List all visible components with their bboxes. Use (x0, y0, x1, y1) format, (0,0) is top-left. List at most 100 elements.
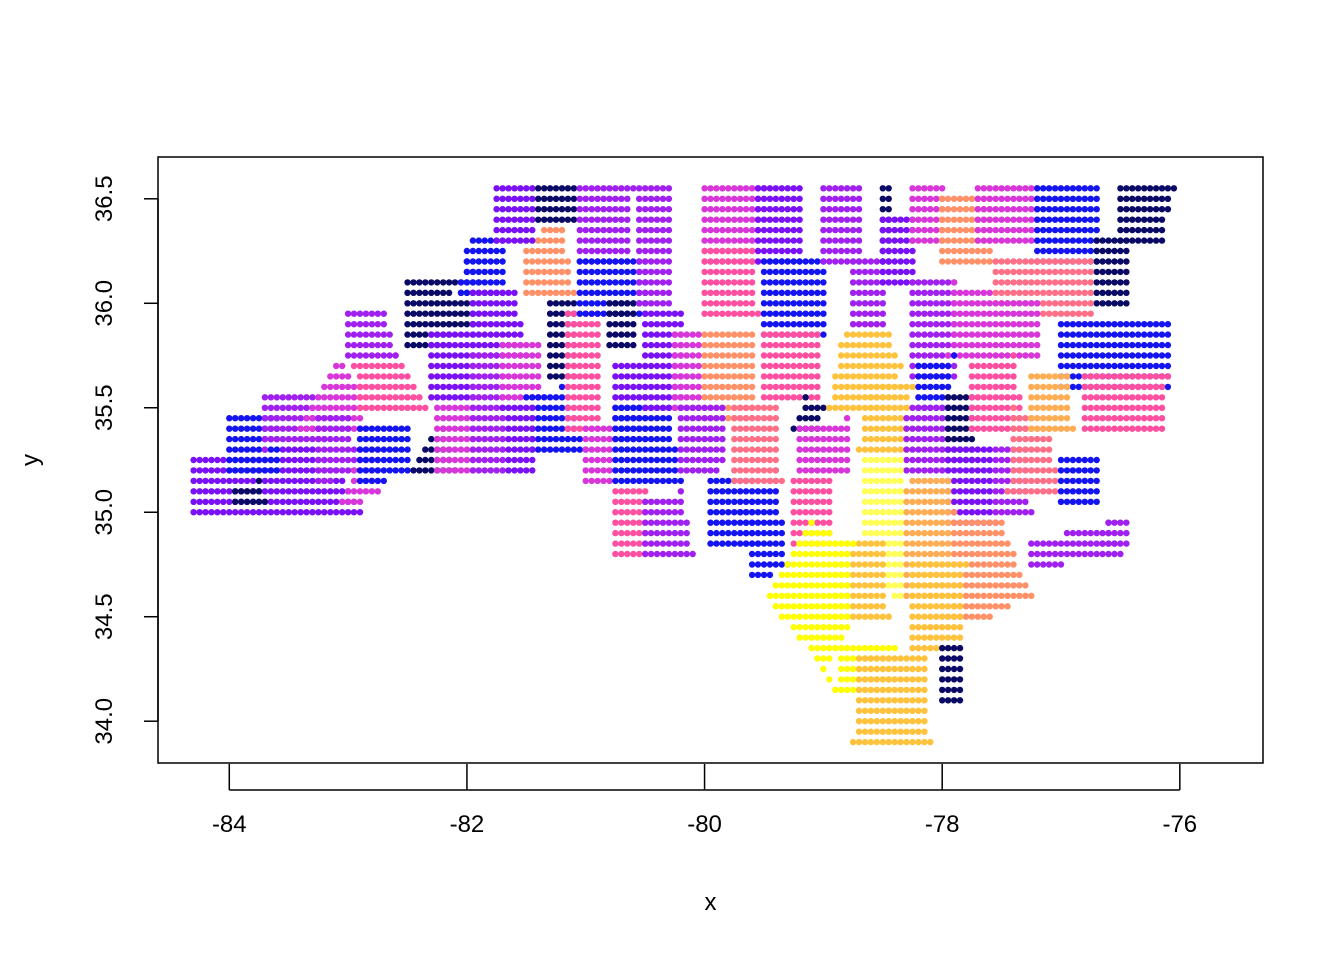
data-point (1111, 362, 1118, 370)
data-point (659, 247, 667, 255)
data-point (1075, 300, 1083, 307)
data-point (410, 289, 417, 296)
data-point (404, 321, 411, 328)
data-point (303, 456, 310, 464)
data-point (737, 394, 744, 401)
data-point (956, 603, 964, 610)
data-point (962, 352, 970, 359)
data-point (867, 373, 875, 380)
data-point (784, 321, 791, 328)
data-point (742, 519, 750, 526)
data-point (891, 394, 898, 401)
data-point (1069, 529, 1077, 537)
data-point (1129, 373, 1136, 380)
data-point (838, 603, 845, 610)
data-point (933, 477, 940, 485)
data-point (1010, 206, 1017, 213)
data-point (576, 279, 583, 286)
data-point (683, 446, 690, 453)
data-point (760, 206, 768, 213)
data-point (493, 195, 500, 202)
data-point (1016, 195, 1023, 202)
data-point (451, 331, 459, 338)
data-point (1129, 206, 1136, 213)
data-point (1111, 373, 1118, 380)
data-point (766, 592, 774, 599)
data-point (742, 352, 750, 359)
data-point (689, 331, 696, 338)
data-point (327, 404, 334, 411)
data-point (647, 529, 655, 537)
data-point (469, 258, 477, 265)
data-point (968, 321, 976, 328)
data-point (766, 373, 774, 380)
data-point (915, 634, 922, 641)
data-point (998, 550, 1005, 558)
data-point (671, 446, 679, 453)
data-point (279, 435, 286, 443)
data-point (1081, 321, 1089, 328)
data-point (1004, 341, 1011, 349)
data-point (576, 247, 583, 255)
data-point (445, 331, 453, 338)
data-point (1111, 404, 1118, 411)
data-point (962, 425, 970, 432)
data-point (737, 467, 744, 474)
data-point (790, 279, 797, 286)
data-point (1045, 373, 1053, 380)
data-point (451, 373, 459, 380)
data-point (642, 331, 649, 338)
data-point (291, 498, 298, 505)
data-point (814, 624, 821, 631)
data-point (642, 216, 649, 223)
data-point (630, 258, 637, 265)
data-point (487, 446, 494, 453)
data-point (190, 509, 197, 516)
data-point (677, 529, 684, 537)
data-point (796, 185, 803, 192)
data-point (915, 498, 922, 505)
data-point (606, 206, 613, 213)
data-point (255, 435, 263, 443)
data-point (505, 404, 512, 411)
data-point (422, 446, 429, 453)
data-point (630, 331, 637, 338)
data-point (737, 540, 744, 547)
data-point (1105, 404, 1112, 411)
data-point (1016, 300, 1023, 307)
data-point (594, 195, 601, 202)
data-point (517, 216, 524, 223)
data-point (1040, 185, 1047, 192)
data-point (434, 383, 441, 391)
data-point (861, 300, 869, 307)
data-point (832, 613, 839, 620)
data-point (713, 519, 720, 526)
data-point (261, 456, 269, 464)
data-point (1105, 352, 1112, 359)
data-point (861, 331, 869, 338)
data-point (416, 341, 423, 349)
data-point (713, 206, 720, 213)
data-point (986, 373, 993, 380)
data-point (665, 540, 673, 547)
data-point (546, 321, 554, 328)
data-point (939, 498, 946, 505)
data-point (1129, 226, 1136, 234)
data-point (873, 613, 880, 620)
data-point (1010, 550, 1017, 558)
data-point (1010, 488, 1017, 495)
data-point (653, 373, 661, 380)
data-point (636, 498, 643, 505)
data-point (784, 216, 791, 223)
data-point (410, 467, 417, 474)
data-point (600, 268, 607, 276)
data-point (380, 435, 387, 443)
data-point (505, 289, 512, 296)
data-point (891, 571, 898, 579)
data-point (980, 341, 987, 349)
data-point (986, 446, 993, 453)
data-point (356, 331, 364, 338)
data-point (475, 341, 482, 349)
data-point (754, 561, 762, 568)
data-point (897, 216, 904, 223)
